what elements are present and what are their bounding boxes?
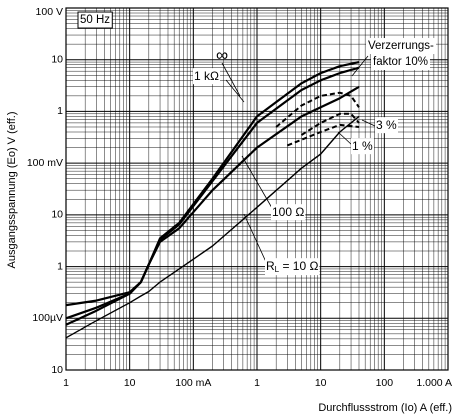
- y-tick-label: 100 mV: [27, 157, 63, 169]
- curve: [65, 85, 360, 326]
- series-label: 100 Ω: [272, 205, 304, 219]
- leader-line: [241, 155, 273, 209]
- x-tick-label: 1: [63, 377, 69, 389]
- label-background: [271, 204, 306, 221]
- y-axis-title: Ausgangsspannung (Eo) V (eff.): [6, 112, 18, 269]
- annotation: faktor 10%: [373, 56, 428, 68]
- label-background: [77, 11, 113, 29]
- label-background: [193, 68, 221, 85]
- x-tick-label: 1: [254, 377, 260, 389]
- series-label: 1 %: [352, 139, 373, 153]
- distortion-curve: [275, 91, 360, 128]
- x-tick-label: 100: [376, 377, 394, 389]
- label-subscript: L: [275, 265, 280, 274]
- x-tick-label: 100 mA: [175, 377, 211, 389]
- labels: ∞ 1 kΩ 100 Ω RL = 10 Ω 3 %1 % 50 Hz Verzerrung…: [77, 11, 437, 276]
- label-background: [366, 38, 437, 55]
- curve: [65, 115, 360, 339]
- x-tick-label: 1.000 A: [416, 377, 452, 389]
- leader-lines: [221, 55, 376, 263]
- y-tick-label: 1: [57, 105, 63, 117]
- curves: [65, 61, 360, 339]
- leader-line: [243, 213, 267, 263]
- series-label: 3 %: [376, 118, 397, 132]
- y-tick-label: 10: [51, 209, 63, 221]
- leader-line: [225, 79, 245, 103]
- plot-frame: [65, 7, 449, 371]
- y-tick-label: 10: [51, 53, 63, 65]
- x-tick-label: 10: [124, 377, 136, 389]
- series-label: RL = 10 Ω: [266, 259, 318, 274]
- series-label: ∞: [216, 45, 228, 64]
- label-background: [265, 258, 320, 276]
- label-background: [375, 117, 399, 134]
- label-part: = 10 Ω: [279, 259, 318, 273]
- label-background: [351, 138, 375, 155]
- label-part: R: [266, 259, 275, 273]
- label-background: [371, 54, 430, 71]
- y-tick-label: 1: [57, 260, 63, 272]
- series-label: 1 kΩ: [194, 69, 219, 83]
- leader-line: [351, 55, 369, 77]
- leader-line: [221, 62, 241, 97]
- y-tick-label: 100 V: [36, 6, 63, 18]
- y-tick-label: 10: [51, 364, 63, 376]
- annotation: 50 Hz: [80, 14, 110, 26]
- leader-line: [337, 131, 353, 146]
- leader-line: [361, 119, 376, 127]
- distortion-curve: [300, 112, 360, 136]
- x-tick-label: 10: [315, 377, 327, 389]
- annotation: Verzerrungs-: [368, 40, 434, 52]
- y-tick-label: 100µV: [32, 312, 63, 324]
- x-axis-title: Durchflussstrom (Io) A (eff.): [318, 402, 452, 414]
- distortion-curve: [287, 123, 360, 147]
